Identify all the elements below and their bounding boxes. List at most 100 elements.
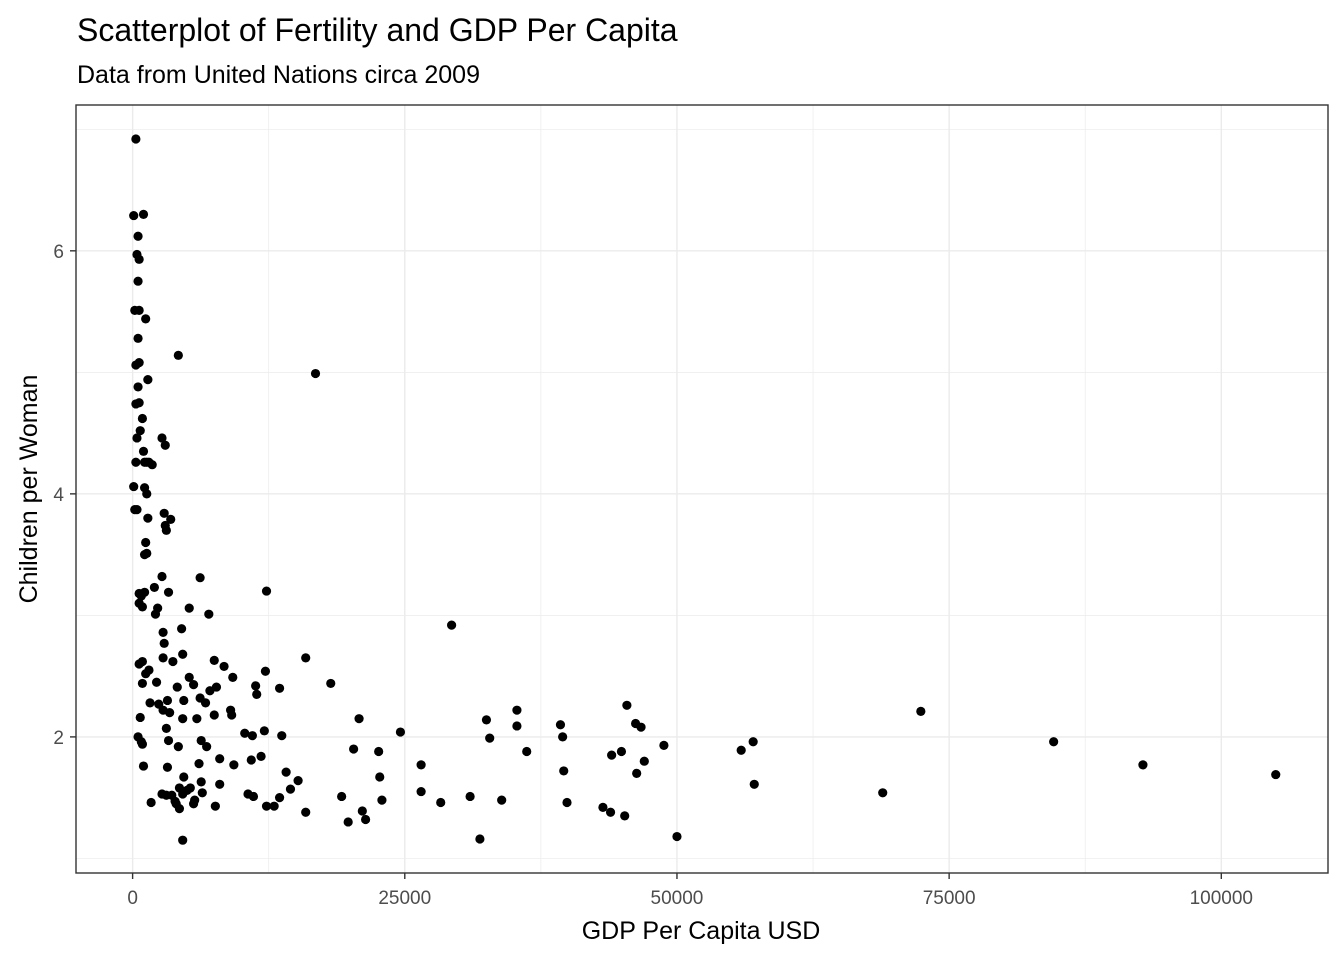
data-point [184,672,194,682]
y-axis-title: Children per Woman [15,375,43,604]
data-point [159,638,169,648]
data-point [146,797,156,808]
data-point [252,689,262,699]
y-tick-label: 2 [53,728,64,749]
data-point [616,746,627,757]
data-point [636,722,646,732]
data-point [465,791,475,802]
y-tick-label: 6 [53,242,64,263]
data-point [137,678,148,689]
data-point [395,727,406,737]
data-point [195,573,205,583]
data-point [260,666,271,676]
data-point [607,750,617,760]
data-point [188,680,199,690]
data-point [137,602,148,612]
data-point [202,742,212,752]
data-point [162,762,173,772]
data-point [360,814,371,825]
data-point [178,789,188,799]
data-point [161,525,171,535]
data-point [132,505,142,515]
data-point [227,710,237,720]
data-point [349,744,359,754]
data-point [622,700,632,710]
data-point [158,627,168,637]
data-point [134,305,144,315]
x-tick-label: 25000 [378,888,431,909]
data-point [326,678,336,689]
data-point [142,548,152,559]
data-point [135,426,145,436]
data-point [1049,737,1059,747]
data-point [659,740,669,751]
data-point [375,772,385,782]
data-point [559,766,569,776]
data-point [436,797,446,808]
data-point [497,795,507,805]
data-point [141,537,151,548]
data-point [129,481,139,492]
plot-panel [75,104,1329,874]
data-point [251,681,261,691]
data-point [194,759,204,769]
chart-subtitle: Data from United Nations circa 2009 [77,61,480,89]
data-point [916,706,926,716]
data-point [157,571,167,582]
data-point [149,582,159,593]
data-point [555,720,566,730]
data-point [179,695,189,706]
data-point [138,209,149,219]
data-point [134,358,144,368]
data-point [210,801,220,811]
data-point [173,350,183,360]
data-point [354,714,364,724]
data-point [131,457,141,467]
data-point [137,413,148,424]
data-point [248,791,259,802]
data-point [192,714,202,724]
data-point [157,433,167,443]
y-tick-label: 4 [53,485,64,506]
x-tick-label: 75000 [923,888,976,909]
data-point [229,760,239,770]
data-point [143,513,153,523]
data-point [205,686,215,696]
panel-background [76,105,1328,873]
data-point [133,382,143,392]
data-point [129,210,139,221]
data-point [215,779,225,789]
data-point [512,721,522,731]
data-point [168,656,178,667]
data-point [158,653,168,663]
data-point [485,733,495,743]
data-point [188,799,199,809]
data-point [281,767,291,777]
data-point [748,737,758,747]
data-point [357,806,367,816]
data-point [247,731,257,741]
data-point [145,698,155,708]
data-point [672,831,682,842]
data-point [293,776,303,786]
chart-title: Scatterplot of Fertility and GDP Per Cap… [77,12,678,48]
data-point [179,772,189,782]
data-point [133,333,143,343]
y-axis: 2 4 6 [53,242,76,749]
data-point [147,460,157,470]
data-point [240,728,250,738]
data-point [274,793,285,803]
minor-gridlines [76,105,1328,873]
data-point [749,779,759,789]
data-point [277,731,287,741]
data-point [141,669,151,679]
data-point [301,653,311,663]
data-point [139,457,150,467]
data-point [165,707,175,718]
data-point [558,732,568,742]
x-axis-title: GDP Per Capita USD [582,917,821,945]
data-point [481,715,492,725]
data-point [228,672,238,682]
data-point [161,723,171,733]
